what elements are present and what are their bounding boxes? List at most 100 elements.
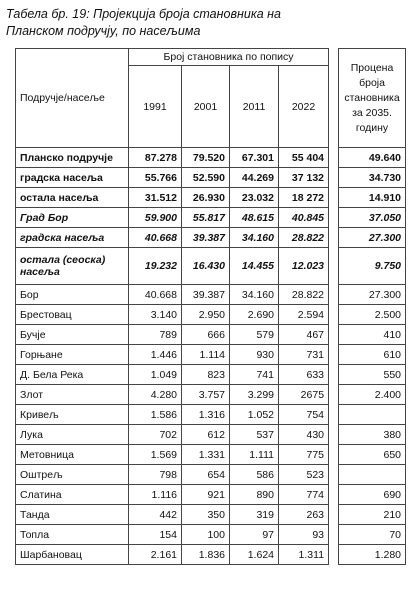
value-cell: 16.430 bbox=[181, 247, 230, 285]
value-cell: 210 bbox=[338, 504, 407, 525]
value-cell: 93 bbox=[277, 524, 330, 545]
value-cell: 55 404 bbox=[277, 147, 330, 168]
data-row: Бучје 789 666 579 467 410 bbox=[15, 324, 407, 345]
row-label: градска насеља bbox=[15, 227, 129, 248]
value-cell: 380 bbox=[338, 424, 407, 445]
gap-cell bbox=[328, 304, 340, 325]
data-row: Лука 702 612 537 430 380 bbox=[15, 424, 407, 445]
data-row: Планско подручје 87.278 79.520 67.301 55 404… bbox=[15, 147, 407, 168]
value-cell: 3.757 bbox=[181, 384, 230, 405]
value-cell: 3.140 bbox=[128, 304, 182, 325]
value-cell: 754 bbox=[277, 404, 330, 425]
data-row: Горњане 1.446 1.114 930 731 610 bbox=[15, 344, 407, 365]
title-line: Планском подручју, по насељима bbox=[6, 24, 201, 38]
value-cell: 70 bbox=[338, 524, 407, 545]
data-row: Шарбановац 2.161 1.836 1.624 1.311 1.280 bbox=[15, 544, 407, 565]
value-cell: 34.160 bbox=[229, 284, 279, 305]
value-cell: 442 bbox=[128, 504, 182, 525]
header-row: Подручје/насеље Број становника по попис… bbox=[15, 48, 407, 148]
header-cell: Број становника по попису bbox=[127, 48, 330, 66]
gap-cell bbox=[328, 187, 340, 208]
gap-cell bbox=[328, 284, 340, 305]
row-label: Горњане bbox=[15, 344, 129, 365]
value-cell: 2675 bbox=[277, 384, 330, 405]
value-cell: 39.387 bbox=[181, 284, 230, 305]
value-cell: 9.750 bbox=[338, 247, 407, 285]
gap-cell bbox=[328, 344, 340, 365]
row-label: Слатина bbox=[15, 484, 129, 505]
value-cell: 28.822 bbox=[277, 227, 330, 248]
value-cell: 410 bbox=[338, 324, 407, 345]
value-cell: 319 bbox=[229, 504, 279, 525]
data-row: Кривељ 1.586 1.316 1.052 754 bbox=[15, 404, 407, 425]
value-cell: 12.023 bbox=[277, 247, 330, 285]
value-cell: 19.232 bbox=[128, 247, 182, 285]
header-cell: Процена броја становника за 2035. годину bbox=[338, 48, 407, 148]
row-label: Брестовац bbox=[15, 304, 129, 325]
value-cell: 550 bbox=[338, 364, 407, 385]
value-cell: 1.569 bbox=[128, 444, 182, 465]
value-cell: 52.590 bbox=[181, 167, 230, 188]
value-cell: 930 bbox=[229, 344, 279, 365]
value-cell: 2.400 bbox=[338, 384, 407, 405]
row-label: Бучје bbox=[15, 324, 129, 345]
data-row: Танда 442 350 319 263 210 bbox=[15, 504, 407, 525]
gap-cell bbox=[328, 364, 340, 385]
row-label: Планско подручје bbox=[15, 147, 129, 168]
value-cell: 34.730 bbox=[338, 167, 407, 188]
value-cell: 37 132 bbox=[277, 167, 330, 188]
value-cell: 350 bbox=[181, 504, 230, 525]
gap-cell bbox=[328, 484, 340, 505]
data-row: Слатина 1.116 921 890 774 690 bbox=[15, 484, 407, 505]
row-label: Злот bbox=[15, 384, 129, 405]
data-row: Брестовац 3.140 2.950 2.690 2.594 2.500 bbox=[15, 304, 407, 325]
value-cell: 34.160 bbox=[229, 227, 279, 248]
value-cell: 1.116 bbox=[128, 484, 182, 505]
value-cell: 523 bbox=[277, 464, 330, 485]
table: Подручје/насеље Број становника по попис… bbox=[15, 48, 407, 565]
value-cell: 798 bbox=[128, 464, 182, 485]
value-cell: 2.690 bbox=[229, 304, 279, 325]
value-cell: 1.624 bbox=[229, 544, 279, 565]
value-cell: 39.387 bbox=[181, 227, 230, 248]
value-cell: 741 bbox=[229, 364, 279, 385]
gap-cell bbox=[328, 464, 340, 485]
row-label: Кривељ bbox=[15, 404, 129, 425]
data-row: Топла 154 100 97 93 70 bbox=[15, 524, 407, 545]
year-cell: 2022 bbox=[277, 65, 330, 148]
gap-cell bbox=[328, 524, 340, 545]
value-cell: 2.500 bbox=[338, 304, 407, 325]
data-row: остала насеља 31.512 26.930 23.032 18 272 14.… bbox=[15, 187, 407, 208]
value-cell: 774 bbox=[277, 484, 330, 505]
row-label: Топла bbox=[15, 524, 129, 545]
value-cell: 2.594 bbox=[277, 304, 330, 325]
value-cell: 1.111 bbox=[229, 444, 279, 465]
year-cell: 2011 bbox=[229, 65, 279, 148]
value-cell: 28.822 bbox=[277, 284, 330, 305]
value-cell: 3.299 bbox=[229, 384, 279, 405]
value-cell: 44.269 bbox=[229, 167, 279, 188]
value-cell: 537 bbox=[229, 424, 279, 445]
value-cell: 37.050 bbox=[338, 207, 407, 228]
header-cell: Подручје/насеље bbox=[15, 48, 129, 148]
value-cell: 23.032 bbox=[229, 187, 279, 208]
value-cell: 633 bbox=[277, 364, 330, 385]
value-cell: 1.114 bbox=[181, 344, 230, 365]
row-label: Шарбановац bbox=[15, 544, 129, 565]
value-cell: 612 bbox=[181, 424, 230, 445]
value-cell: 154 bbox=[128, 524, 182, 545]
data-row: Оштрељ 798 654 586 523 bbox=[15, 464, 407, 485]
gap-cell bbox=[328, 384, 340, 405]
gap-cell bbox=[328, 404, 340, 425]
data-row: градска насеља 55.766 52.590 44.269 37 132 34… bbox=[15, 167, 407, 188]
value-cell: 14.455 bbox=[229, 247, 279, 285]
value-cell: 1.280 bbox=[338, 544, 407, 565]
data-row: Бор 40.668 39.387 34.160 28.822 27.300 bbox=[15, 284, 407, 305]
value-cell: 48.615 bbox=[229, 207, 279, 228]
value-cell: 79.520 bbox=[181, 147, 230, 168]
value-cell: 610 bbox=[338, 344, 407, 365]
row-label: Метовница bbox=[15, 444, 129, 465]
value-cell: 40.845 bbox=[277, 207, 330, 228]
title-line: Табела бр. 19: Пројекција броја становни… bbox=[6, 7, 281, 21]
value-cell: 67.301 bbox=[229, 147, 279, 168]
